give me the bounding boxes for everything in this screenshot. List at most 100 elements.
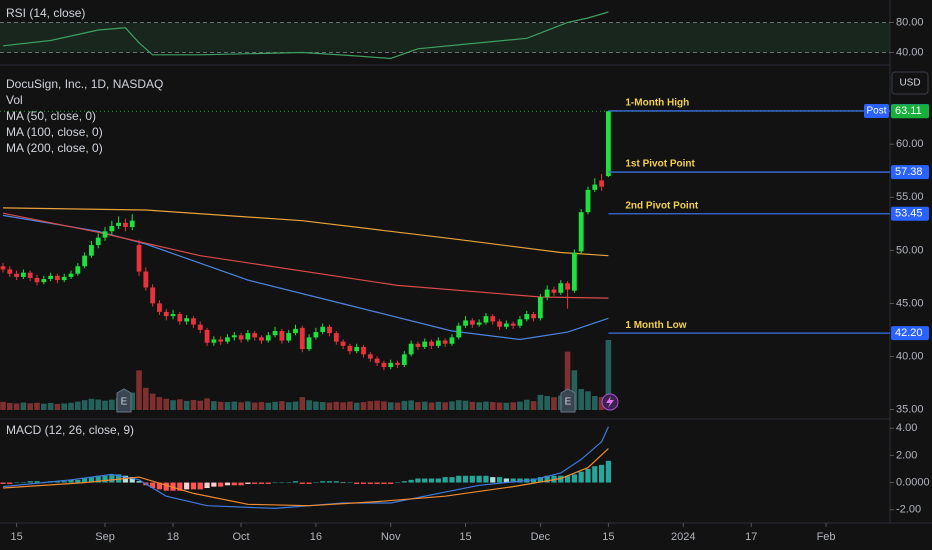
macd-histogram-bar <box>0 482 6 484</box>
macd-histogram-bar <box>88 477 95 483</box>
macd-histogram-bar <box>136 481 142 483</box>
macd-histogram-bar <box>163 482 169 491</box>
rsi-title: RSI (14, close) <box>6 6 85 20</box>
macd-histogram-bar <box>462 475 469 483</box>
volume-bar <box>401 400 408 410</box>
volume-bar <box>360 402 367 410</box>
post-label: Post <box>866 106 886 117</box>
candle-body <box>116 222 122 226</box>
rsi-band <box>0 22 890 53</box>
candle-body <box>14 273 19 277</box>
candle-body <box>231 335 237 338</box>
macd-histogram-bar <box>190 482 197 490</box>
candle-body <box>265 335 271 341</box>
earnings-icon: E <box>560 388 576 413</box>
volume-bar <box>387 402 394 410</box>
x-tick-label: 2024 <box>671 531 695 543</box>
currency[interactable]: USD <box>899 78 920 89</box>
macd-histogram-bar <box>415 478 421 483</box>
legend-entry: MA (100, close, 0) <box>6 125 103 139</box>
candle-body <box>517 319 523 326</box>
volume-bar <box>523 399 530 410</box>
macd-histogram-bar <box>326 481 333 483</box>
candle-body <box>544 289 550 298</box>
y-tick-label: 4.00 <box>896 422 917 434</box>
macd-histogram-bar <box>7 482 13 484</box>
candle-body <box>157 303 162 312</box>
macd-histogram-bar <box>129 477 135 483</box>
candle-body <box>531 314 536 319</box>
macd-histogram-bar <box>204 482 210 488</box>
macd-histogram-bar <box>34 481 40 483</box>
volume-bar <box>428 402 435 410</box>
currency-box[interactable] <box>891 71 929 95</box>
macd-histogram-bar <box>177 482 183 491</box>
candle-body <box>456 325 462 338</box>
volume-bar <box>455 400 462 410</box>
macd-histogram-bar <box>224 482 231 486</box>
candle-body <box>102 231 108 238</box>
volume-bar <box>238 402 244 410</box>
y-tick-label: 45.00 <box>896 297 924 309</box>
volume-bar <box>156 397 163 410</box>
post-tag <box>864 103 889 118</box>
macd-histogram-bar <box>102 475 108 483</box>
candle-body <box>578 212 584 252</box>
volume-bar <box>530 401 537 410</box>
candle-body <box>395 362 400 365</box>
candle-body <box>483 316 489 323</box>
macd-histogram-bar <box>299 482 305 484</box>
earnings-icon: E <box>116 388 132 413</box>
candle-body <box>354 346 360 352</box>
candle-body <box>408 343 414 355</box>
volume-bar <box>564 351 571 410</box>
split-icon <box>601 393 619 411</box>
volume-bar <box>598 397 605 410</box>
level-tag-value: 53.45 <box>895 208 923 220</box>
volume-bar <box>163 398 170 410</box>
macd-title: MACD (12, 26, close, 9) <box>6 423 134 437</box>
volume-legend: Vol <box>6 93 23 107</box>
candle-body <box>401 354 407 365</box>
macd-histogram-bar <box>388 482 394 484</box>
volume-bar <box>6 403 13 410</box>
macd-histogram-bar <box>184 482 190 490</box>
macd-histogram-bar <box>286 482 292 484</box>
volume-bar <box>34 402 40 410</box>
candle-body <box>381 362 387 368</box>
volume-bar <box>326 402 333 410</box>
candle-body <box>347 345 353 352</box>
volume-bar <box>449 401 455 410</box>
candle-body <box>238 335 244 340</box>
macd-histogram-bar <box>245 482 251 484</box>
candle-body <box>592 184 598 190</box>
macd-histogram-bar <box>605 460 611 483</box>
volume-bar <box>68 402 74 410</box>
level-tag-value: 42.20 <box>895 327 923 339</box>
volume-bar <box>544 396 550 410</box>
y-tick-label: -2.00 <box>896 504 921 516</box>
volume-bar <box>190 399 197 410</box>
macd-histogram-bar <box>170 482 176 491</box>
y-tick-label: 0.0000 <box>896 476 930 488</box>
candle-body <box>61 276 67 281</box>
candle-body <box>374 358 380 363</box>
volume-bar <box>367 401 374 410</box>
macd-histogram-bar <box>313 482 319 484</box>
volume-bar <box>469 401 476 410</box>
candle-body <box>320 326 326 333</box>
volume-bar <box>224 402 231 410</box>
x-tick-label: Dec <box>531 531 551 543</box>
macd-histogram-bar <box>544 475 550 483</box>
volume-bar <box>170 400 176 410</box>
volume-bar <box>102 400 108 410</box>
macd-histogram-bar <box>272 482 278 484</box>
macd-histogram-bar <box>82 478 88 483</box>
candle-body <box>524 314 530 320</box>
volume-bar <box>319 402 326 410</box>
x-tick-label: 15 <box>602 531 614 543</box>
volume-bar <box>551 397 557 410</box>
macd-histogram-bar <box>483 475 489 483</box>
volume-bar <box>306 400 312 410</box>
volume-bar <box>197 400 204 410</box>
